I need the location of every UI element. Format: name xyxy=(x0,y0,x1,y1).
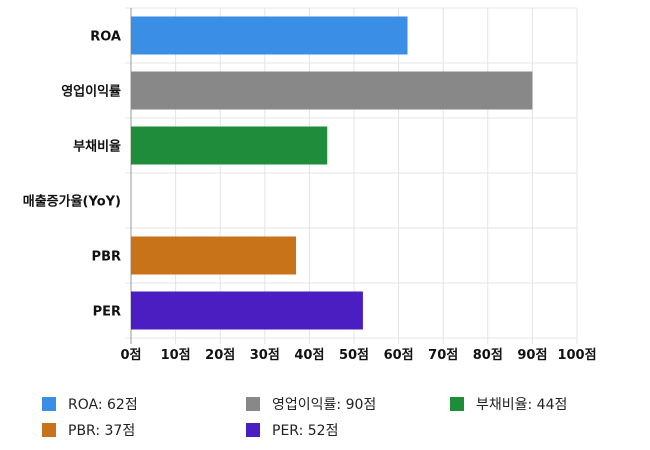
bar xyxy=(131,71,533,110)
legend-item-roa[interactable]: ROA: 62점 xyxy=(42,394,138,414)
legend: ROA: 62점 영업이익률: 90점 부채비율: 44점 PBR: 37점 P… xyxy=(0,390,650,450)
legend-label: ROA: 62점 xyxy=(68,397,138,413)
legend-swatch xyxy=(42,397,56,411)
x-tick-label: 70점 xyxy=(428,348,458,363)
x-tick-label: 0점 xyxy=(120,348,141,363)
bar xyxy=(131,16,408,55)
x-tick-label: 10점 xyxy=(161,348,191,363)
x-tick-label: 90점 xyxy=(517,348,547,363)
legend-swatch xyxy=(246,423,260,437)
legend-label: 영업이익률: 90점 xyxy=(272,397,377,413)
category-label: 영업이익률 xyxy=(61,84,121,100)
bar xyxy=(131,291,363,330)
bar xyxy=(131,126,328,165)
category-label: ROA xyxy=(90,30,121,45)
x-tick-labels: 0점 10점 20점 30점 40점 50점 60점 70점 80점 90점 100점 xyxy=(120,348,596,363)
legend-item-operating-margin[interactable]: 영업이익률: 90점 xyxy=(246,394,376,414)
x-tick-label: 60점 xyxy=(384,348,414,363)
legend-swatch xyxy=(450,397,464,411)
grid-lines xyxy=(125,7,578,344)
category-label: PER xyxy=(93,305,121,320)
category-label: 매출증가율(YoY) xyxy=(23,194,121,210)
legend-label: PER: 52점 xyxy=(272,423,339,439)
legend-swatch xyxy=(42,423,56,437)
x-tick-label: 20점 xyxy=(205,348,235,363)
legend-label: 부채비율: 44점 xyxy=(476,397,568,413)
bars xyxy=(131,16,533,330)
legend-swatch xyxy=(246,397,260,411)
category-label: PBR xyxy=(92,250,121,265)
x-tick-label: 100점 xyxy=(557,348,596,363)
category-label: 부채비율 xyxy=(73,139,121,155)
bar xyxy=(131,236,297,275)
legend-label: PBR: 37점 xyxy=(68,423,136,439)
legend-item-pbr[interactable]: PBR: 37점 xyxy=(42,420,135,440)
legend-item-per[interactable]: PER: 52점 xyxy=(246,420,338,440)
x-tick-label: 40점 xyxy=(294,348,324,363)
legend-item-debt-ratio[interactable]: 부채비율: 44점 xyxy=(450,394,567,414)
x-tick-label: 80점 xyxy=(473,348,503,363)
x-tick-label: 50점 xyxy=(339,348,369,363)
x-tick-label: 30점 xyxy=(250,348,280,363)
